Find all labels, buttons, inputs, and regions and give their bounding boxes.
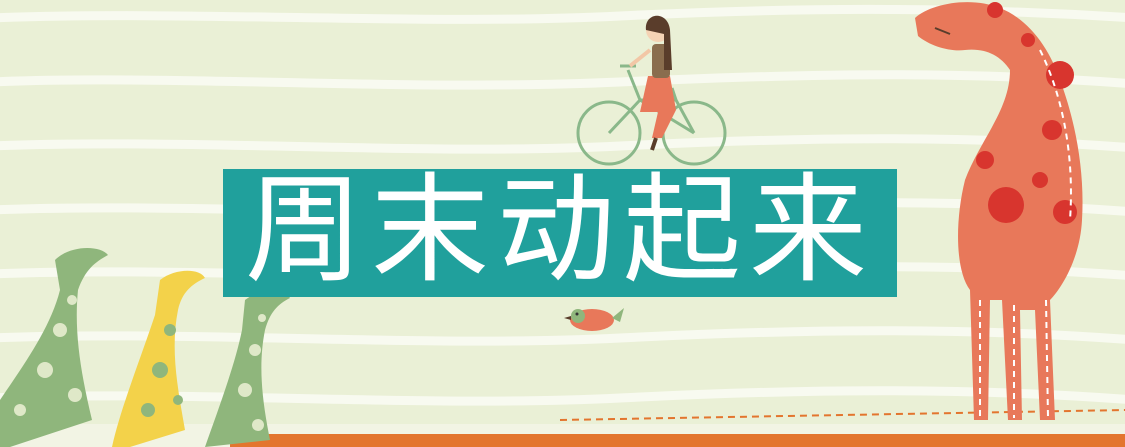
large-giraffe-icon [915, 2, 1083, 421]
cyclist-girl-icon [576, 15, 727, 166]
bird-icon [564, 308, 624, 331]
title-banner: 周末动起来 [160, 163, 960, 303]
ground [0, 409, 1125, 447]
small-giraffe-icon [0, 248, 290, 447]
page-title: 周末动起来 [222, 169, 897, 297]
